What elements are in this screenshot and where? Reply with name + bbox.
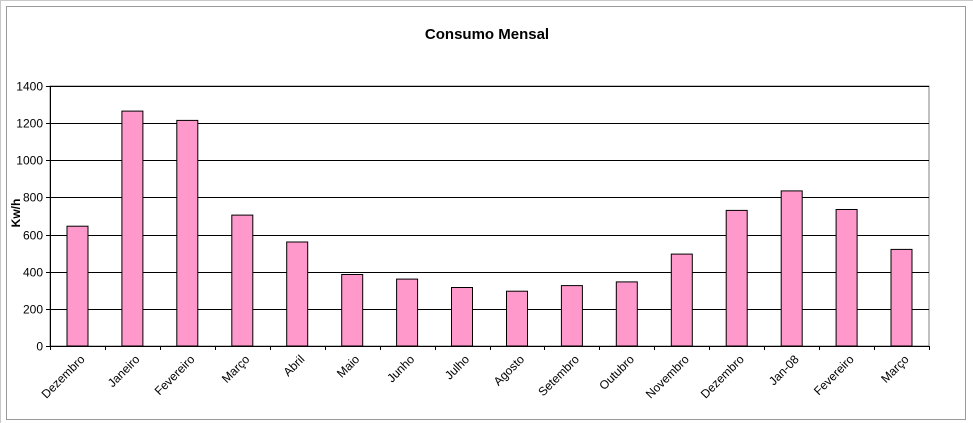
x-tick-label: Janeiro [105,352,143,390]
axes [46,86,930,350]
y-tick-label: 1000 [16,154,43,168]
bars [66,110,913,347]
bar-chart: Consumo Mensal Kw/h 0 200 400 600 800 1000 120… [9,26,930,401]
bar[interactable] [560,285,583,347]
x-tick-label: Outubro [596,352,637,393]
bar[interactable] [835,209,858,347]
x-tick-label: Março [878,352,912,386]
sheet-gridline-top [0,0,973,1]
bar[interactable] [176,119,199,347]
sheet-gridline-left [0,0,1,423]
y-tick-label: 0 [36,340,43,354]
bar[interactable] [615,281,638,347]
bar[interactable] [780,190,803,347]
x-tick-label: Novembro [643,352,692,401]
x-tick-labels: Dezembro Janeiro Fevereiro Março Abril Maio Ju… [39,352,912,401]
bar[interactable] [121,110,144,347]
bar[interactable] [341,274,364,347]
chart-area[interactable]: Consumo Mensal Kw/h 0 200 400 600 800 1000 120… [6,6,966,420]
y-tick-label: 400 [23,266,43,280]
x-tick-label: Dezembro [39,352,88,401]
y-tick-labels: 0 200 400 600 800 1000 1200 1400 [16,80,43,354]
y-tick-label: 800 [23,191,43,205]
y-tick-label: 200 [23,303,43,317]
x-tick-label: Julho [442,352,472,382]
bar[interactable] [231,214,254,347]
x-tick-label: Jan-08 [766,352,802,388]
x-tick-label: Maio [334,352,363,381]
chart-title: Consumo Mensal [425,26,549,43]
x-tick-label: Setembro [535,352,582,399]
y-tick-label: 1400 [16,80,43,94]
y-axis-label: Kw/h [9,199,23,228]
bar[interactable] [506,290,528,347]
bar[interactable] [396,278,419,347]
y-tick-label: 600 [23,229,43,243]
bar[interactable] [725,209,748,347]
bar[interactable] [286,241,309,347]
bar[interactable] [66,225,89,347]
x-tick-label: Agosto [491,352,528,389]
x-tick-label: Dezembro [698,352,747,401]
bar[interactable] [670,253,693,347]
x-tick-label: Março [219,352,253,386]
y-tick-label: 1200 [16,117,43,131]
x-tick-label: Fevereiro [811,352,857,398]
x-tick-label: Junho [384,352,417,385]
bar[interactable] [451,287,473,347]
x-tick-label: Fevereiro [152,352,198,398]
x-tick-label: Abril [280,352,307,379]
bar[interactable] [890,248,913,347]
